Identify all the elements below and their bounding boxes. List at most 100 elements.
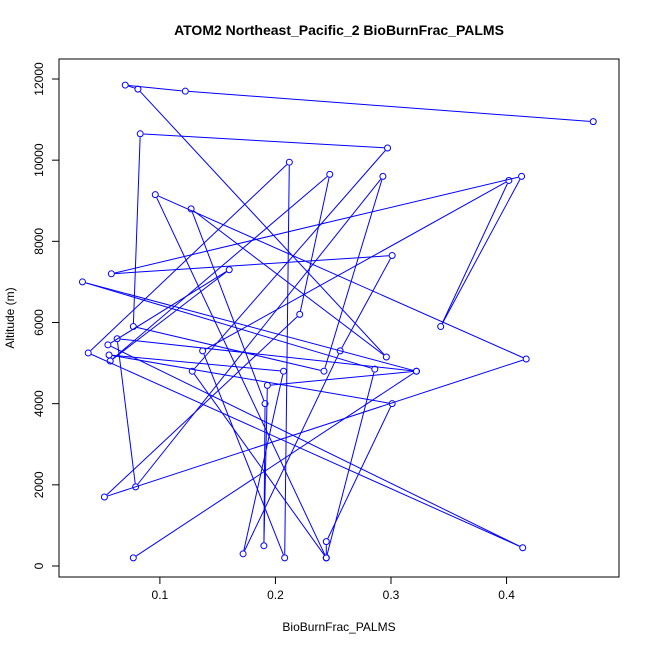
data-point xyxy=(326,170,334,178)
series-segment xyxy=(193,373,325,556)
series-segment xyxy=(90,164,288,351)
series-segment xyxy=(137,178,382,485)
data-point xyxy=(263,381,271,389)
data-point xyxy=(384,144,392,152)
data-point xyxy=(134,85,142,93)
chart-title: ATOM2 Northeast_Pacific_2 BioBurnFrac_PA… xyxy=(174,22,504,38)
data-point xyxy=(105,351,113,359)
series-segment xyxy=(193,210,384,356)
series-segment xyxy=(341,258,391,349)
data-point xyxy=(107,270,115,278)
data-point xyxy=(285,158,293,166)
y-tick-label: 0 xyxy=(32,562,46,569)
series-segment xyxy=(263,388,268,543)
series-segment xyxy=(91,353,520,547)
series-segment xyxy=(114,255,389,275)
x-axis-label: BioBurnFrac_PALMS xyxy=(282,620,395,634)
series-segment xyxy=(156,197,326,555)
data-point xyxy=(437,323,445,331)
data-point xyxy=(522,355,530,363)
series-segment xyxy=(112,354,281,372)
data-point xyxy=(225,266,233,274)
data-point xyxy=(589,118,597,126)
data-point xyxy=(129,554,137,562)
y-tick-label: 8000 xyxy=(32,228,46,255)
data-point xyxy=(188,367,196,375)
data-point xyxy=(78,278,86,286)
data-point xyxy=(412,367,420,375)
data-point xyxy=(199,347,207,355)
data-point xyxy=(388,252,396,260)
x-axis: 0.1 0.2 0.3 0.4 xyxy=(152,576,515,602)
data-point xyxy=(320,367,328,375)
series-segment xyxy=(107,359,524,497)
series-segment xyxy=(327,406,392,539)
data-point xyxy=(322,538,330,546)
series-segment xyxy=(270,371,413,386)
data-point xyxy=(239,550,247,558)
data-point xyxy=(388,400,396,408)
data-point xyxy=(132,483,140,491)
series-segment xyxy=(117,342,136,484)
series-segment xyxy=(139,91,385,355)
y-tick-label: 6000 xyxy=(32,309,46,336)
x-tick-label: 0.2 xyxy=(267,588,284,602)
series-lines xyxy=(85,84,590,557)
series-segment xyxy=(441,183,508,324)
data-point xyxy=(100,493,108,501)
y-axis: 0 2000 4000 6000 8000 10000 12000 xyxy=(32,62,60,569)
data-point xyxy=(336,347,344,355)
data-point xyxy=(280,367,288,375)
data-point xyxy=(371,365,379,373)
series-segment xyxy=(326,372,375,555)
series-segment xyxy=(106,316,298,495)
y-tick-label: 12000 xyxy=(32,62,46,96)
series-points xyxy=(78,81,597,562)
series-segment xyxy=(132,137,141,324)
data-point xyxy=(281,554,289,562)
series-segment xyxy=(85,282,372,369)
data-point xyxy=(519,544,527,552)
series-segment xyxy=(299,177,330,312)
series-segment xyxy=(85,282,414,371)
y-axis-label: Altitude (m) xyxy=(3,287,17,348)
series-segment xyxy=(324,179,383,368)
data-point xyxy=(121,81,129,89)
series-segment xyxy=(136,326,321,371)
series-segment xyxy=(441,179,521,324)
series-segment xyxy=(284,165,290,555)
series-segment xyxy=(110,345,520,547)
data-point xyxy=(382,353,390,361)
data-point xyxy=(181,87,189,95)
data-point xyxy=(187,205,195,213)
data-point xyxy=(379,172,387,180)
data-point xyxy=(260,542,268,550)
series-segment xyxy=(243,374,284,551)
series-segment xyxy=(188,90,590,122)
series-segment xyxy=(135,372,414,557)
y-tick-label: 4000 xyxy=(32,390,46,417)
data-point xyxy=(136,130,144,138)
data-point xyxy=(518,172,526,180)
data-point xyxy=(113,335,121,343)
series-segment xyxy=(143,133,385,149)
data-point xyxy=(104,341,112,349)
x-tick-label: 0.3 xyxy=(383,588,400,602)
data-point xyxy=(151,191,159,199)
series-segment xyxy=(128,85,135,89)
data-point xyxy=(261,400,269,408)
series-segment xyxy=(194,150,386,369)
series-segment xyxy=(244,353,340,551)
series-segment xyxy=(158,195,524,359)
data-point xyxy=(84,349,92,357)
x-tick-label: 0.4 xyxy=(498,588,515,602)
y-tick-label: 10000 xyxy=(32,143,46,177)
data-point xyxy=(505,176,513,184)
data-point xyxy=(296,310,304,318)
x-tick-label: 0.1 xyxy=(152,588,169,602)
series-segment xyxy=(203,353,284,555)
series-segment xyxy=(205,181,507,350)
series-segment xyxy=(112,355,389,404)
